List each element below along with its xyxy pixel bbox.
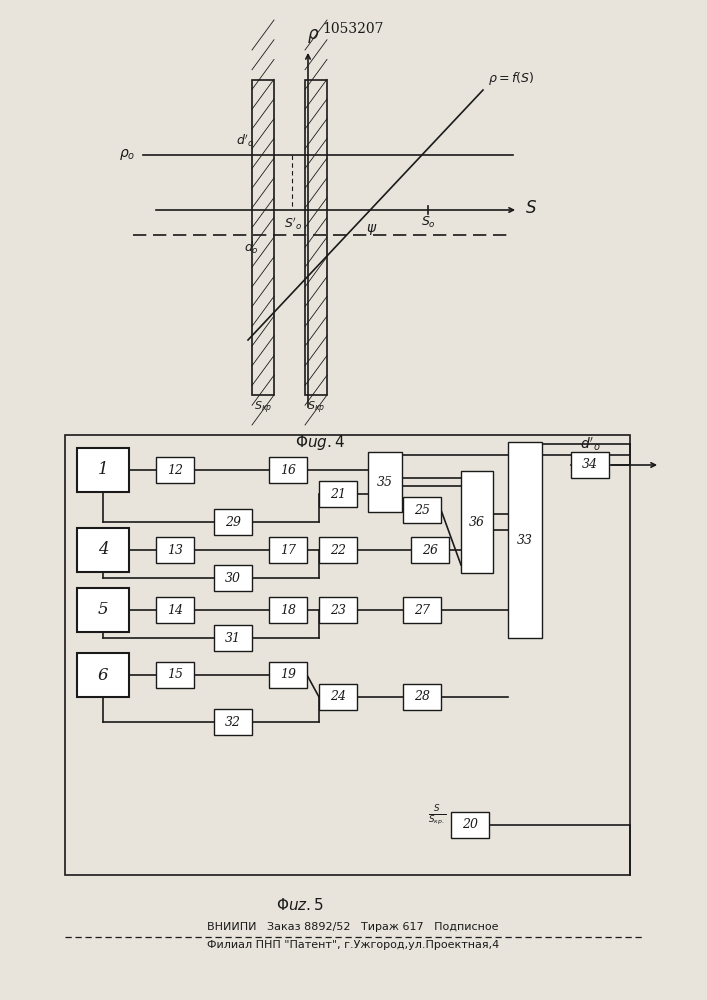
Bar [403,597,441,623]
Text: 1053207: 1053207 [322,22,384,36]
Bar [156,662,194,688]
Text: 19: 19 [280,668,296,682]
Text: 22: 22 [330,544,346,556]
Bar [403,684,441,710]
Text: 1: 1 [98,462,108,479]
Text: 17: 17 [280,544,296,556]
Bar [156,457,194,483]
Bar [319,537,357,563]
Bar [269,457,307,483]
Text: 4: 4 [98,542,108,558]
Text: 12: 12 [167,464,183,477]
Text: 36: 36 [469,516,485,528]
Text: $\psi$: $\psi$ [366,222,378,237]
Bar [77,528,129,572]
Bar [77,588,129,632]
Text: 31: 31 [225,632,241,645]
Text: 35: 35 [377,476,393,488]
Bar [451,812,489,838]
Bar [214,509,252,535]
Bar [252,80,274,395]
Text: $\rho$: $\rho$ [307,27,319,45]
Bar [571,452,609,478]
Text: 13: 13 [167,544,183,556]
Bar [269,662,307,688]
Bar [403,497,441,523]
Bar [214,709,252,735]
Text: 33: 33 [517,534,533,546]
Text: $S_{\kappa p}$: $S_{\kappa p}$ [254,400,272,416]
Bar [368,452,402,512]
Text: 29: 29 [225,516,241,528]
Text: 23: 23 [330,603,346,616]
Text: Филиал ПНП "Патент", г.Ужгород,ул.Проектная,4: Филиал ПНП "Патент", г.Ужгород,ул.Проект… [207,940,499,950]
Bar [269,537,307,563]
Bar [214,565,252,591]
Bar [411,537,449,563]
Bar [461,471,493,573]
Text: ВНИИПИ   Заказ 8892/52   Тираж 617   Подписное: ВНИИПИ Заказ 8892/52 Тираж 617 Подписное [207,922,498,932]
Text: $S_{\kappa p}$: $S_{\kappa p}$ [307,400,325,416]
Text: $S_o$: $S_o$ [421,215,436,230]
Bar [65,435,630,875]
Text: 28: 28 [414,690,430,704]
Bar [319,481,357,507]
Text: $S$: $S$ [525,199,537,217]
Bar [214,625,252,651]
Text: 32: 32 [225,716,241,728]
Text: $d'_o$: $d'_o$ [580,435,601,453]
Bar [269,597,307,623]
Text: $S'_o$: $S'_o$ [284,215,303,232]
Text: 27: 27 [414,603,430,616]
Text: 24: 24 [330,690,346,704]
Bar [305,80,327,395]
Text: 5: 5 [98,601,108,618]
Text: $\Phi u z. 5$: $\Phi u z. 5$ [276,897,324,913]
Text: 34: 34 [582,458,598,472]
Text: 25: 25 [414,504,430,516]
Text: $\Phi ug. 4$: $\Phi ug. 4$ [295,433,345,452]
Text: $d'_o$: $d'_o$ [236,132,255,149]
Text: 26: 26 [422,544,438,556]
Text: 20: 20 [462,818,478,832]
Bar [77,448,129,492]
Text: $d_o$: $d_o$ [244,240,259,256]
Bar [319,684,357,710]
Bar [156,597,194,623]
Text: 30: 30 [225,572,241,584]
Text: 16: 16 [280,464,296,477]
Text: 18: 18 [280,603,296,616]
Text: $\rho=f(S)$: $\rho=f(S)$ [488,70,534,87]
Text: 6: 6 [98,666,108,684]
Bar [508,442,542,638]
Text: $\rho_o$: $\rho_o$ [119,147,135,162]
Text: $\frac{S}{S_{\kappa p.}}$: $\frac{S}{S_{\kappa p.}}$ [428,803,446,827]
Text: 21: 21 [330,488,346,500]
Bar [319,597,357,623]
Bar [77,653,129,697]
Text: 15: 15 [167,668,183,682]
Bar [156,537,194,563]
Text: 14: 14 [167,603,183,616]
